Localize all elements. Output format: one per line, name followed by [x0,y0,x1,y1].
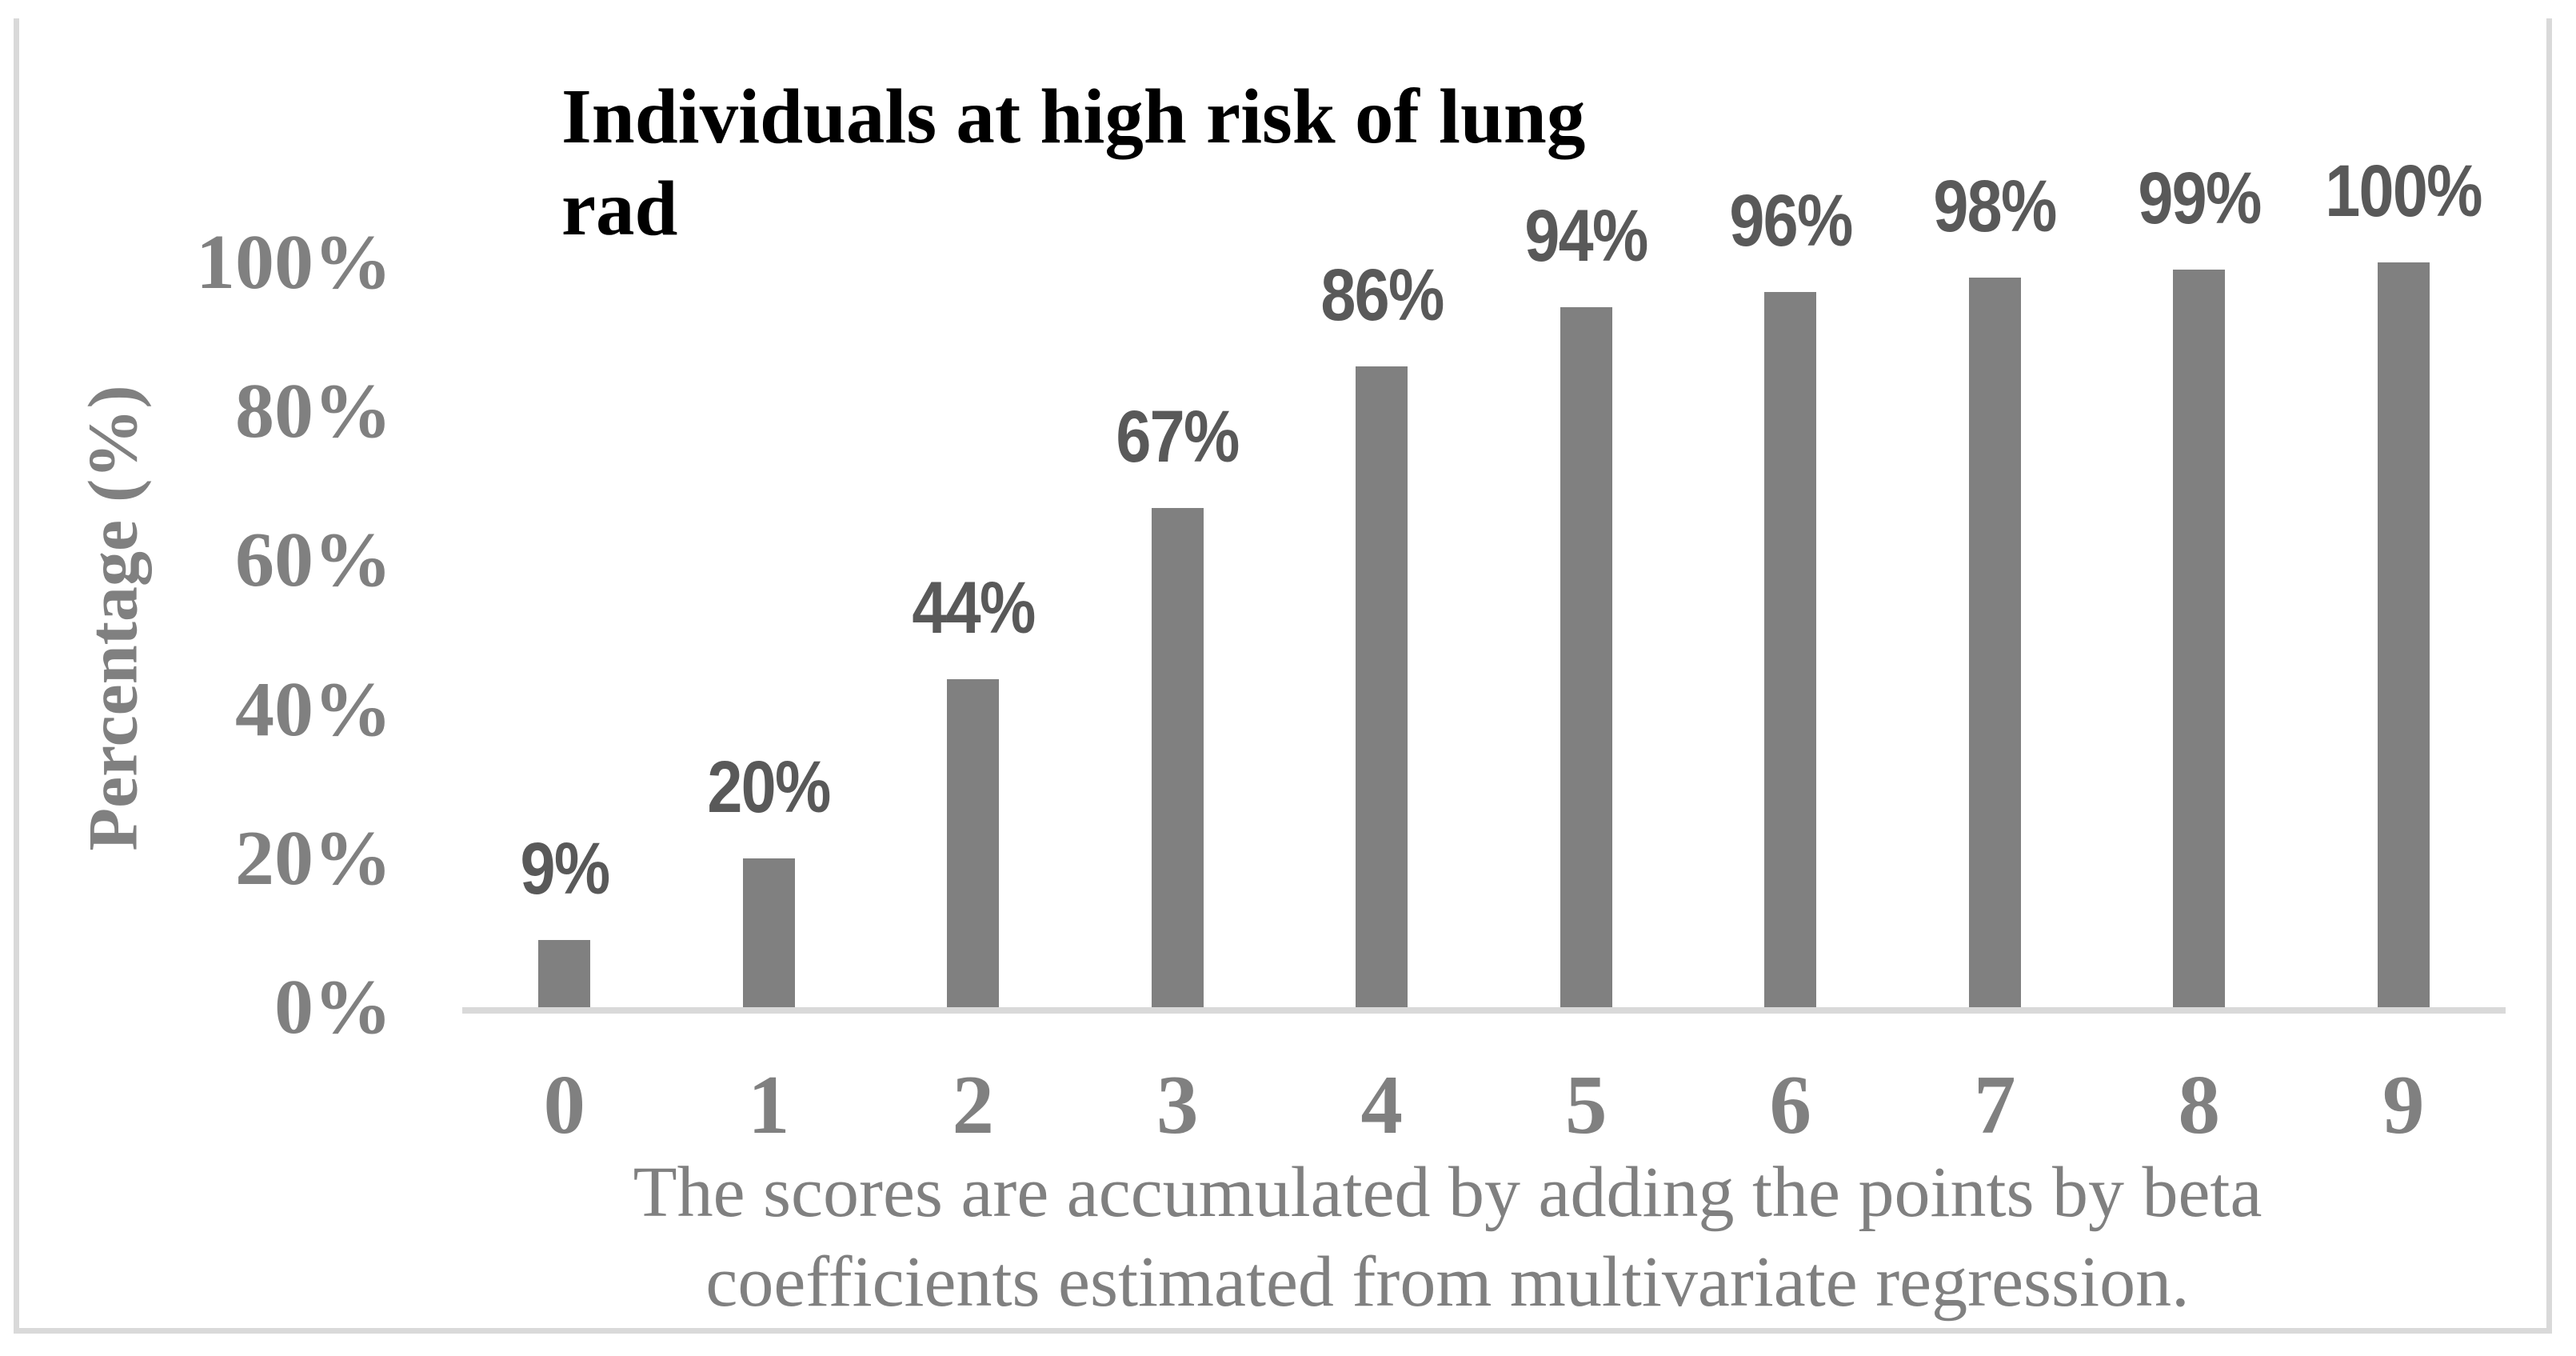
bar [2173,270,2226,1007]
bar-value-label: 98% [1933,165,2058,247]
bar-value-label: 86% [1320,254,1444,337]
x-tick-label: 9 [2382,1058,2425,1151]
bar-value-label: 44% [912,567,1036,650]
bar [1968,277,2021,1007]
bar [538,940,591,1007]
bar [1151,508,1204,1007]
x-tick-label: 8 [2178,1058,2221,1151]
y-tick-label: 20% [235,814,392,902]
bar [1560,306,1612,1007]
chart-title: Individuals at high risk of lung rad [561,70,1921,254]
bar-value-label: 20% [707,746,832,828]
y-tick-label: 0% [274,964,392,1050]
bar [1764,292,1817,1007]
bar-value-label: 94% [1524,194,1649,277]
bar [947,679,1000,1007]
chart-title-line-2: rad [561,166,678,251]
chart-border [14,18,2552,1334]
bar-value-label: 96% [1729,180,1853,262]
bar-value-label: 100% [2325,150,2483,232]
x-axis-line [462,1007,2506,1014]
x-tick-label: 1 [748,1058,790,1151]
x-tick-label: 5 [1565,1058,1608,1151]
x-tick-label: 4 [1360,1058,1404,1151]
y-tick-label: 60% [235,517,392,604]
x-axis-caption-line-2: coefficients estimated from multivariate… [705,1242,2190,1322]
x-axis-caption: The scores are accumulated by adding the… [400,1148,2495,1327]
bar [742,858,795,1007]
plot-area: 9% 20% 44% 67% 86% 94% 96% 98% 99% 100% [462,154,2506,1007]
bar-value-label: 9% [520,828,610,910]
bar [2377,262,2430,1007]
x-tick-label: 2 [952,1058,995,1151]
x-tick-label: 7 [1974,1058,2016,1151]
y-tick-label: 100% [196,219,392,306]
bar [1356,366,1408,1007]
bar-value-label: 67% [1116,396,1240,478]
chart-title-line-1: Individuals at high risk of lung [561,74,1586,159]
x-tick-label: 6 [1769,1058,1812,1151]
bar-value-label: 99% [2138,158,2262,240]
x-axis-caption-line-1: The scores are accumulated by adding the… [633,1153,2262,1232]
y-tick-label: 40% [235,666,392,753]
y-tick-label: 80% [235,368,392,455]
x-tick-label: 3 [1156,1058,1199,1151]
x-tick-label: 0 [543,1058,586,1151]
